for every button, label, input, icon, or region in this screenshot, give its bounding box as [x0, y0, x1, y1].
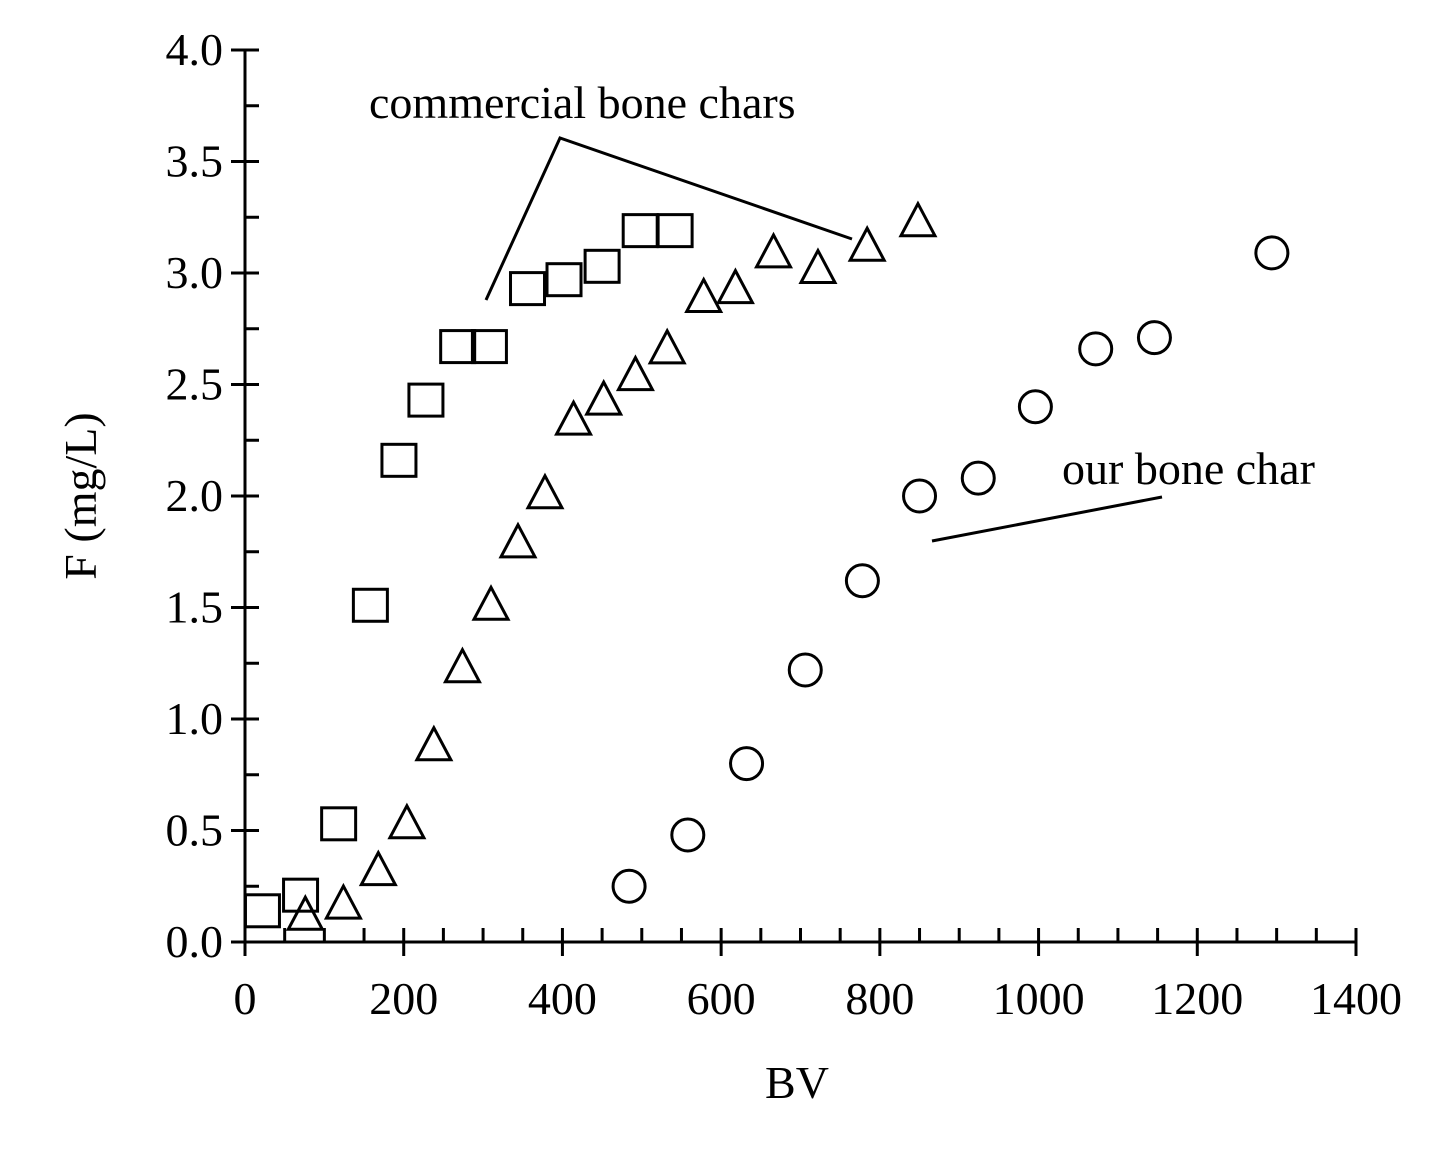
square-marker [243, 893, 281, 929]
triangle-marker [898, 200, 938, 238]
circle-marker [729, 746, 765, 782]
circle-marker [1254, 235, 1290, 271]
square-marker [509, 271, 547, 307]
x-tick-label: 200 [369, 973, 438, 1024]
circle-marker [960, 460, 996, 496]
square-marker [282, 877, 320, 913]
x-tick-label: 1400 [1310, 973, 1402, 1024]
y-axis-title: F (mg/L) [55, 412, 106, 579]
triangle-marker [525, 472, 565, 510]
x-tick-label: 1200 [1151, 973, 1243, 1024]
circle-marker [902, 478, 938, 514]
square-marker [621, 213, 659, 249]
square-marker [439, 329, 477, 365]
triangle-marker [647, 327, 687, 365]
our-bone-char-leader [931, 495, 1163, 543]
y-tick-label: 2.5 [166, 359, 224, 410]
x-tick-label: 0 [234, 973, 257, 1024]
y-tick-label: 4.0 [166, 24, 224, 75]
y-tick-label: 1.0 [166, 693, 224, 744]
triangle-marker [323, 882, 363, 920]
square-marker [407, 382, 445, 418]
circle-marker [1136, 320, 1172, 356]
square-marker [351, 587, 389, 623]
y-tick-label: 3.0 [166, 247, 224, 298]
x-tick-label: 1000 [993, 973, 1085, 1024]
triangle-marker [798, 247, 838, 285]
y-tick-label: 1.5 [166, 582, 224, 633]
x-axis-title: BV [765, 1057, 829, 1108]
ticks [231, 48, 1358, 956]
triangle-marker [584, 378, 624, 416]
circle-marker [787, 652, 823, 688]
square-marker [320, 806, 358, 842]
axes [243, 50, 1356, 944]
circle-marker [1078, 331, 1114, 367]
square-marker [470, 329, 508, 365]
x-tick-label: 600 [687, 973, 756, 1024]
square-marker [545, 262, 583, 298]
circle-marker [611, 868, 647, 904]
triangle-marker [387, 802, 427, 840]
triangle-marker [358, 849, 398, 887]
y-tick-label: 0.5 [166, 805, 224, 856]
triangle-marker [414, 724, 454, 762]
triangle-marker [442, 646, 482, 684]
triangle-marker [471, 584, 511, 621]
triangle-marker [285, 894, 325, 931]
triangle-marker [715, 267, 755, 305]
y-tick-label: 0.0 [166, 916, 224, 967]
circle-marker [1017, 389, 1053, 425]
triangle-marker [847, 225, 887, 262]
our-bone-char-annotation: our bone char [1062, 443, 1315, 494]
x-tick-label: 400 [528, 973, 597, 1024]
circle-marker [844, 563, 880, 599]
x-tick-label: 800 [845, 973, 914, 1024]
square-marker [583, 248, 621, 284]
square-marker [656, 213, 694, 249]
commercial-bone-chars-annotation: commercial bone chars [369, 77, 796, 128]
circle-marker [670, 817, 706, 853]
triangle-marker [498, 521, 538, 559]
triangle-marker [684, 276, 724, 314]
triangle-marker [554, 398, 594, 436]
commercial-bone-chars-leader [484, 136, 853, 301]
y-tick-label: 2.0 [166, 470, 224, 521]
data-markers [243, 200, 1290, 931]
y-tick-label: 3.5 [166, 136, 224, 187]
square-marker [380, 442, 418, 478]
triangle-marker [754, 231, 794, 269]
triangle-marker [615, 354, 655, 392]
